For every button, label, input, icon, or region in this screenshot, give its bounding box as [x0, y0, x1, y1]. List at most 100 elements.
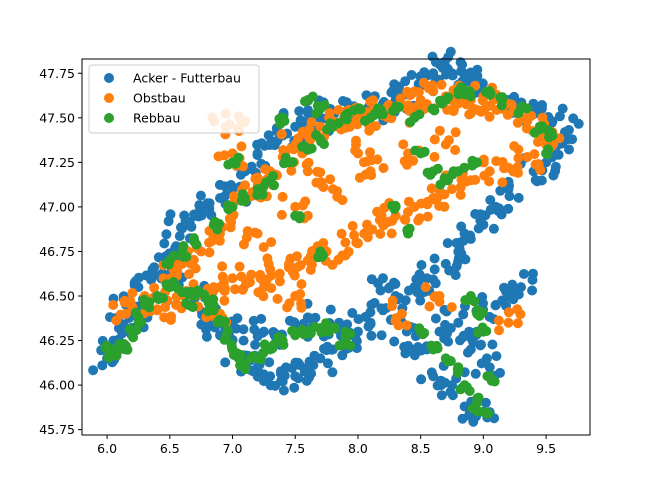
data-point — [391, 313, 402, 324]
data-point — [436, 79, 447, 90]
data-point — [354, 103, 364, 114]
data-point — [228, 191, 239, 202]
data-point — [321, 318, 331, 329]
data-point — [445, 46, 456, 57]
data-point — [217, 261, 228, 272]
data-point — [162, 281, 173, 292]
data-point — [304, 130, 315, 141]
data-point — [130, 307, 141, 318]
data-point — [332, 191, 343, 202]
data-point — [457, 59, 468, 70]
y-tick-label: 47.50 — [39, 110, 75, 125]
data-point — [278, 339, 289, 350]
data-point — [543, 144, 554, 155]
data-point — [451, 261, 462, 272]
series-2 — [100, 82, 558, 419]
data-point — [394, 81, 404, 92]
x-tick-label: 8.0 — [348, 441, 368, 456]
data-point — [495, 185, 506, 196]
data-point — [439, 173, 450, 184]
data-point — [436, 380, 447, 391]
data-point — [459, 162, 470, 173]
data-point — [280, 152, 291, 163]
data-point — [366, 299, 377, 310]
data-point — [270, 380, 281, 391]
data-point — [278, 145, 289, 156]
data-point — [406, 70, 417, 80]
data-point — [144, 302, 155, 313]
data-point — [403, 207, 413, 217]
data-point — [550, 161, 561, 172]
data-point — [165, 209, 176, 220]
x-tick-label: 6.0 — [97, 441, 117, 456]
data-point — [522, 152, 533, 162]
data-point — [246, 164, 257, 175]
data-point — [429, 291, 440, 302]
data-point — [345, 340, 356, 351]
data-point — [464, 386, 475, 396]
data-point — [436, 390, 447, 401]
data-point — [390, 200, 401, 211]
data-point — [376, 330, 387, 341]
data-point — [467, 160, 478, 171]
data-point — [499, 163, 510, 174]
data-point — [422, 196, 433, 207]
data-point — [272, 293, 283, 304]
data-point — [347, 221, 358, 231]
data-point — [446, 302, 457, 313]
data-point — [352, 119, 363, 130]
legend-label: Obstbau — [133, 91, 186, 106]
data-point — [161, 229, 172, 240]
data-point — [88, 365, 99, 376]
data-point — [496, 100, 507, 111]
data-point — [193, 211, 204, 222]
data-point — [535, 164, 546, 175]
data-point — [214, 282, 225, 293]
data-point — [477, 78, 488, 89]
data-point — [557, 103, 568, 114]
data-point — [276, 129, 287, 140]
data-point — [341, 114, 352, 125]
data-point — [362, 156, 373, 167]
data-point — [190, 263, 201, 274]
data-point — [127, 288, 138, 298]
data-point — [196, 319, 207, 330]
data-point — [337, 339, 348, 350]
data-point — [484, 362, 495, 373]
data-point — [257, 327, 268, 338]
data-point — [447, 184, 457, 195]
data-point — [475, 340, 486, 351]
data-point — [303, 95, 314, 106]
data-point — [429, 253, 440, 264]
data-point — [491, 351, 502, 362]
y-tick-label: 46.75 — [39, 244, 75, 259]
data-point — [415, 295, 426, 306]
data-point — [147, 264, 158, 275]
data-point — [489, 376, 500, 387]
data-point — [434, 125, 445, 136]
data-point — [402, 86, 413, 97]
y-tick-label: 47.75 — [39, 66, 75, 81]
data-point — [214, 235, 225, 246]
data-point — [179, 210, 190, 221]
data-point — [398, 139, 409, 150]
data-point — [305, 313, 316, 324]
data-point — [176, 222, 186, 233]
x-tick-label: 9.5 — [536, 441, 556, 456]
data-point — [493, 205, 503, 216]
data-point — [419, 146, 430, 157]
data-point — [480, 397, 491, 408]
data-point — [450, 270, 461, 281]
data-point — [443, 92, 454, 103]
data-point — [269, 180, 279, 191]
data-point — [295, 115, 306, 126]
data-point — [268, 171, 278, 181]
data-point — [201, 331, 212, 342]
data-point — [434, 200, 445, 211]
data-point — [411, 274, 422, 285]
data-point — [323, 326, 334, 337]
data-point — [103, 352, 114, 363]
data-point — [430, 313, 441, 324]
data-point — [128, 332, 139, 343]
